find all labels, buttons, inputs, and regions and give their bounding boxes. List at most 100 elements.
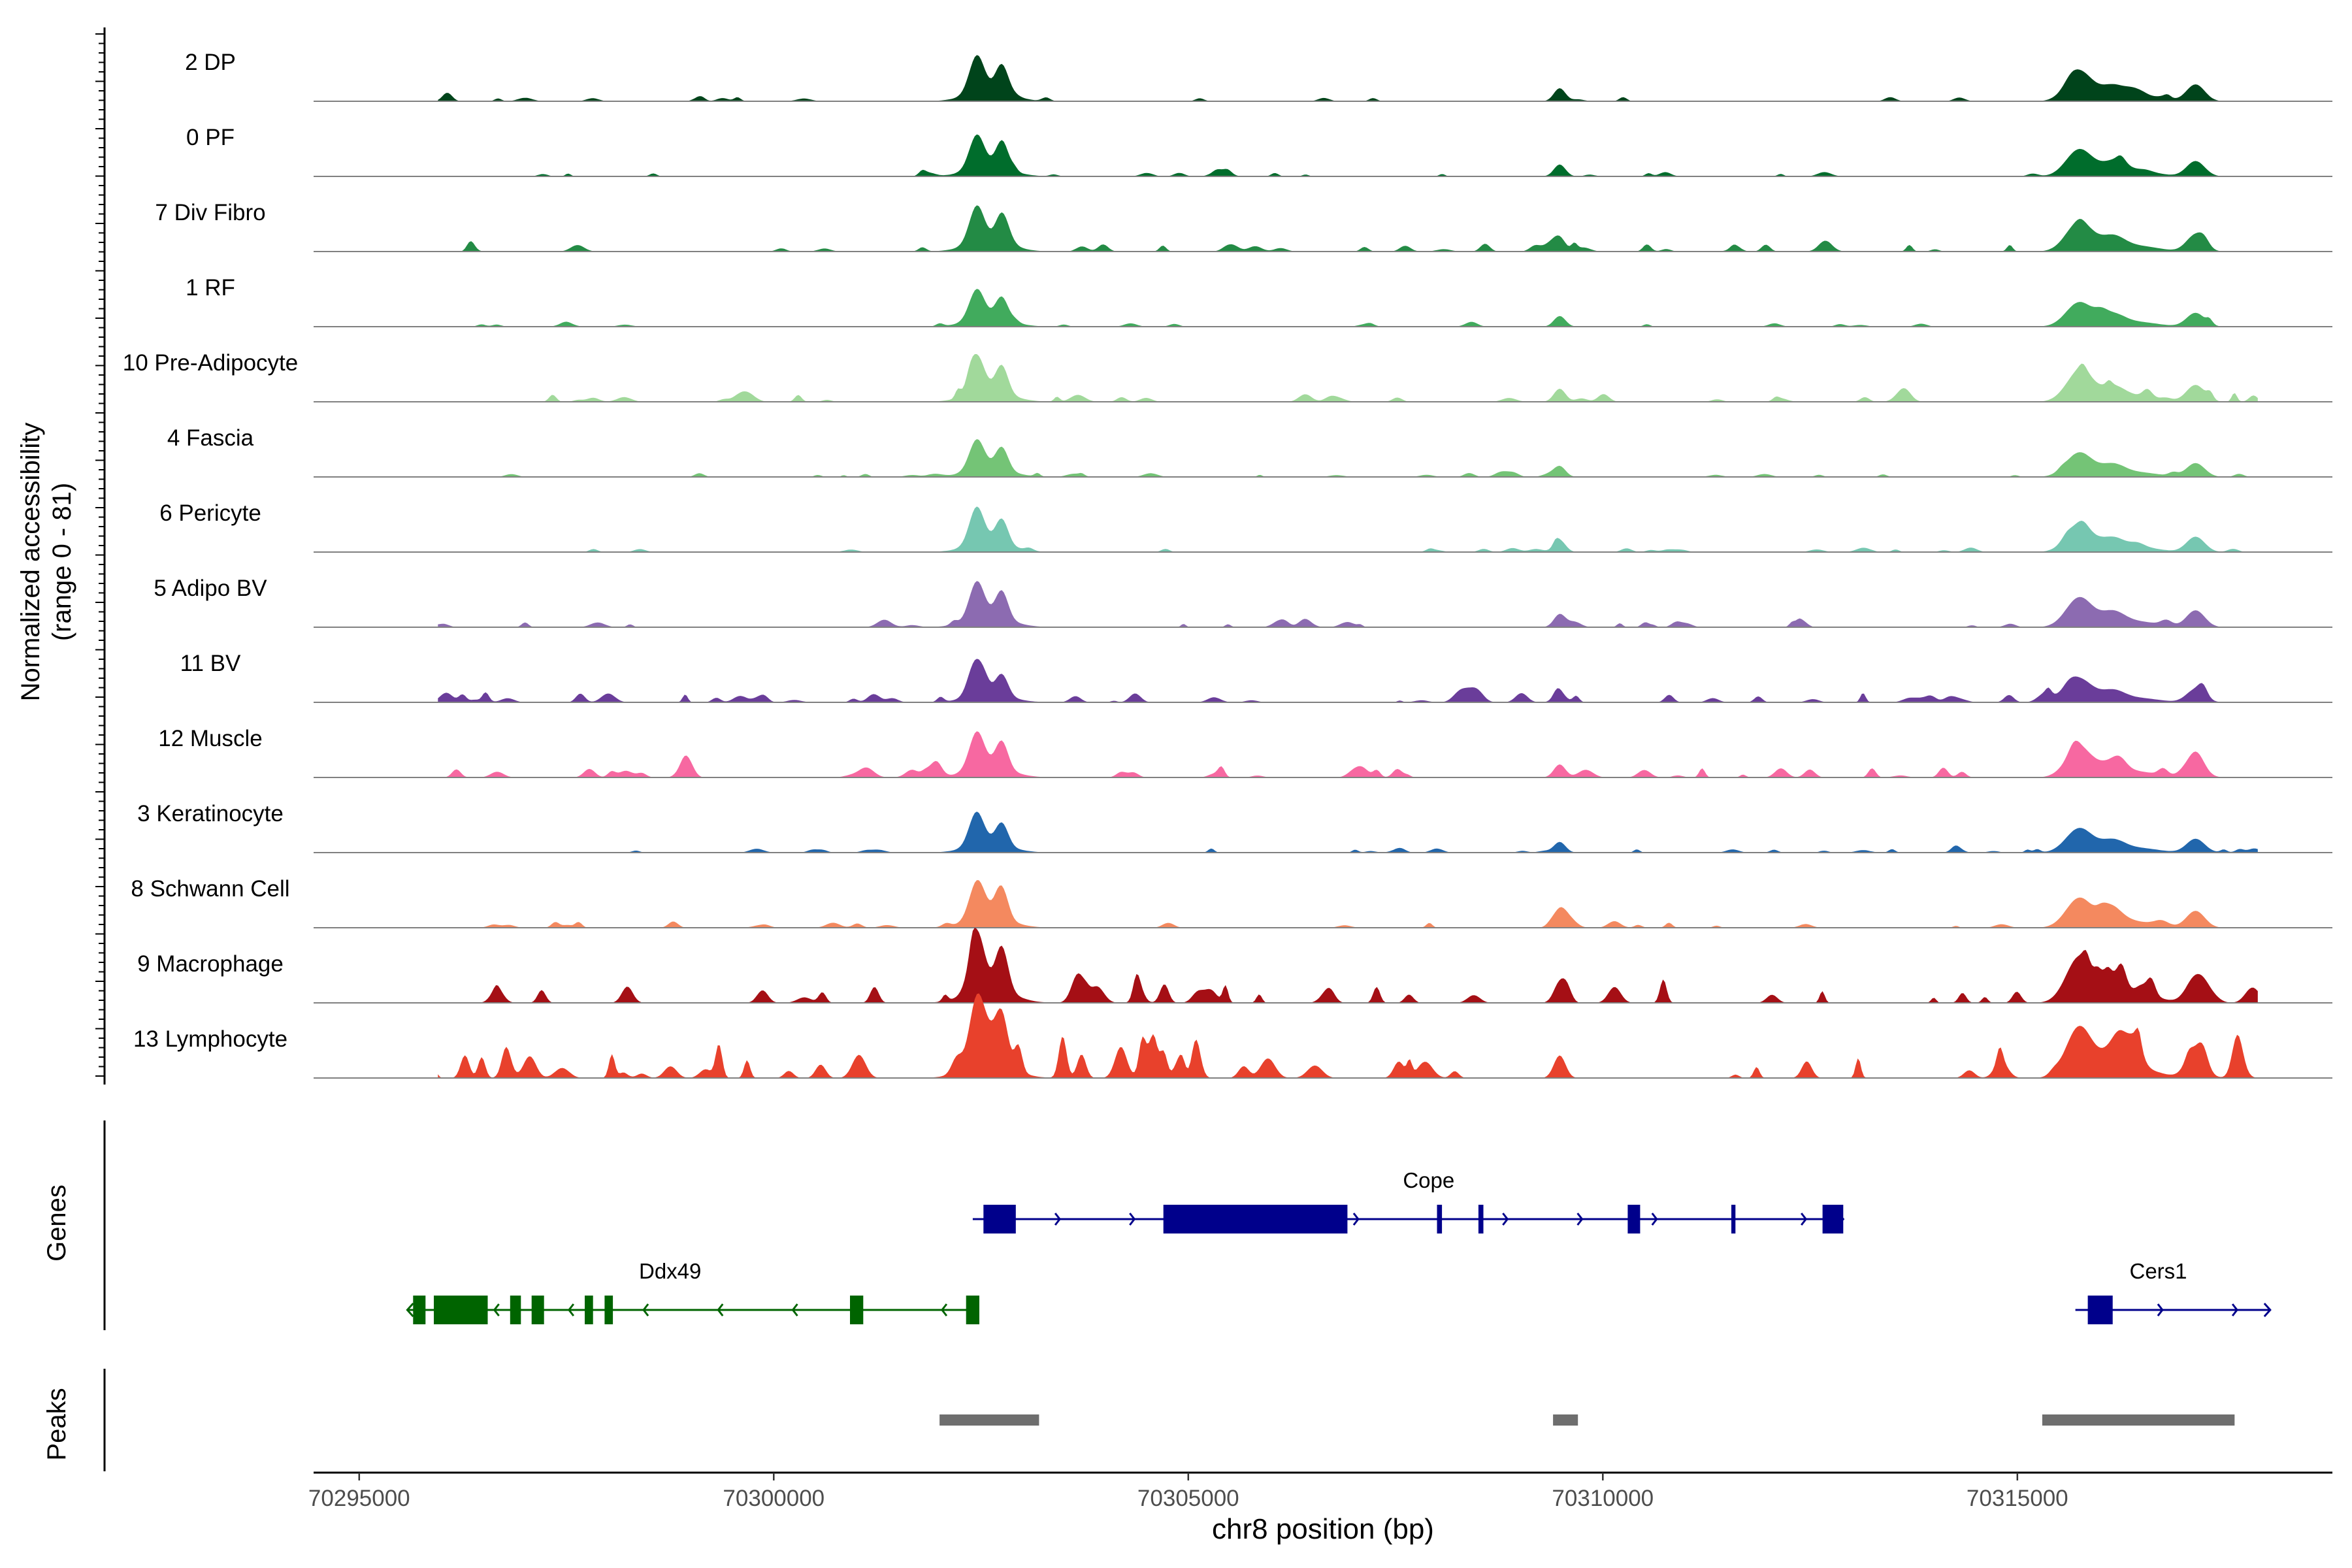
x-tick-label: 70295000 — [308, 1486, 410, 1511]
gene-exon — [850, 1296, 864, 1324]
gene-exon — [531, 1296, 544, 1324]
strand-arrow — [2263, 1302, 2272, 1318]
y-axis-title: Normalized accessibility (range 0 - 81) — [16, 423, 76, 702]
track-label: 2 DP — [185, 50, 236, 75]
coverage-track: 8 Schwann Cell — [131, 876, 2332, 928]
coverage-area — [438, 506, 2258, 552]
strand-arrow — [406, 1302, 414, 1318]
y-axis-title-line1: Normalized accessibility — [16, 423, 45, 702]
strand-arrow — [642, 1303, 649, 1316]
x-tick-label: 70300000 — [723, 1486, 825, 1511]
coverage-tracks: 2 DP 0 PF 7 Div Fibro 1 RF 10 Pre-Adipocyte 4… — [123, 50, 2332, 1079]
track-label: 10 Pre-Adipocyte — [123, 350, 298, 376]
track-label: 3 Keratinocyte — [137, 801, 284, 826]
track-label: 9 Macrophage — [137, 951, 284, 977]
strand-arrow — [567, 1303, 575, 1316]
strand-arrow — [1576, 1213, 1584, 1226]
gene-exon — [1163, 1205, 1348, 1233]
coverage-area — [438, 581, 2258, 627]
y-axis-title-line2: (range 0 - 81) — [48, 483, 76, 641]
gene-model: Cers1 — [2075, 1259, 2272, 1324]
gene-exon — [413, 1296, 426, 1324]
strand-arrow — [1801, 1213, 1808, 1226]
coverage-track: 11 BV — [180, 651, 2332, 703]
coverage-track: 2 DP — [185, 50, 2332, 102]
gene-model: Cope — [972, 1168, 1845, 1233]
coverage-area — [438, 354, 2258, 402]
x-tick-label: 70305000 — [1137, 1486, 1239, 1511]
coverage-area — [438, 289, 2258, 327]
coverage-track: 3 Keratinocyte — [137, 801, 2332, 853]
coverage-track: 0 PF — [186, 125, 2332, 177]
gene-exon — [434, 1296, 488, 1324]
x-tick-label: 70310000 — [1552, 1486, 1654, 1511]
coverage-y-ticks — [95, 33, 105, 1077]
gene-exon — [1627, 1205, 1641, 1233]
coverage-track: 6 Pericyte — [159, 500, 2332, 553]
coverage-track: 9 Macrophage — [137, 927, 2332, 1004]
peak-region — [2042, 1414, 2235, 1426]
gene-name-label: Cers1 — [2129, 1259, 2187, 1283]
gene-exon — [1822, 1205, 1844, 1233]
gene-exon — [1731, 1205, 1736, 1233]
coverage-area — [438, 993, 2258, 1078]
gene-exon — [983, 1205, 1016, 1233]
strand-arrow — [791, 1303, 798, 1316]
x-tick-label: 70315000 — [1967, 1486, 2068, 1511]
coverage-area — [438, 731, 2258, 777]
strand-arrow — [2157, 1303, 2164, 1316]
coverage-area — [438, 439, 2258, 477]
peak-region — [1553, 1414, 1578, 1426]
coverage-area — [438, 811, 2258, 853]
track-label: 4 Fascia — [167, 425, 254, 451]
gene-model: Ddx49 — [406, 1259, 979, 1324]
strand-arrow — [1054, 1213, 1061, 1226]
x-axis-ticks: 70295000 70300000 70305000 70310000 70315000 — [308, 1473, 2068, 1511]
gene-exon — [966, 1296, 979, 1324]
strand-arrow — [1651, 1213, 1658, 1226]
strand-arrow — [717, 1303, 724, 1316]
genes-panel-label: Genes — [42, 1184, 71, 1262]
strand-arrow — [1352, 1213, 1360, 1226]
gene-name-label: Cope — [1403, 1168, 1454, 1192]
coverage-area — [438, 927, 2258, 1003]
coverage-area — [438, 880, 2258, 928]
gene-exon — [510, 1296, 521, 1324]
coverage-track: 4 Fascia — [167, 425, 2332, 478]
track-label: 11 BV — [180, 651, 241, 676]
track-label: 0 PF — [186, 125, 235, 150]
track-label: 7 Div Fibro — [155, 200, 265, 225]
strand-arrow — [2231, 1303, 2238, 1316]
strand-arrow — [1129, 1213, 1136, 1226]
coverage-track: 12 Muscle — [158, 726, 2332, 778]
peaks-panel-label: Peaks — [42, 1388, 71, 1460]
coverage-area — [438, 55, 2258, 101]
track-label: 8 Schwann Cell — [131, 876, 289, 902]
track-label: 6 Pericyte — [159, 500, 261, 526]
coverage-track: 5 Adipo BV — [154, 576, 2332, 628]
track-label: 5 Adipo BV — [154, 576, 267, 601]
gene-exon — [2087, 1296, 2113, 1324]
coverage-area — [438, 659, 2258, 702]
coverage-track: 13 Lymphocyte — [133, 993, 2332, 1079]
gene-exon — [585, 1296, 593, 1324]
track-label: 12 Muscle — [158, 726, 263, 751]
strand-arrow — [493, 1303, 500, 1316]
gene-exon — [604, 1296, 613, 1324]
coverage-track: 7 Div Fibro — [155, 200, 2332, 252]
gene-exon — [1437, 1205, 1443, 1233]
coverage-area — [438, 134, 2258, 176]
gene-name-label: Ddx49 — [639, 1259, 701, 1283]
gene-exon — [1478, 1205, 1484, 1233]
strand-arrow — [1502, 1213, 1509, 1226]
peaks-panel — [939, 1414, 2235, 1426]
coverage-track: 10 Pre-Adipocyte — [123, 350, 2332, 402]
x-axis-title: chr8 position (bp) — [1212, 1513, 1434, 1545]
track-label: 1 RF — [186, 275, 235, 301]
coverage-track: 1 RF — [186, 275, 2332, 327]
track-label: 13 Lymphocyte — [133, 1026, 287, 1052]
peak-region — [939, 1414, 1039, 1426]
gene-annotation-panel: Cope Ddx49 Cers1 — [406, 1168, 2272, 1324]
